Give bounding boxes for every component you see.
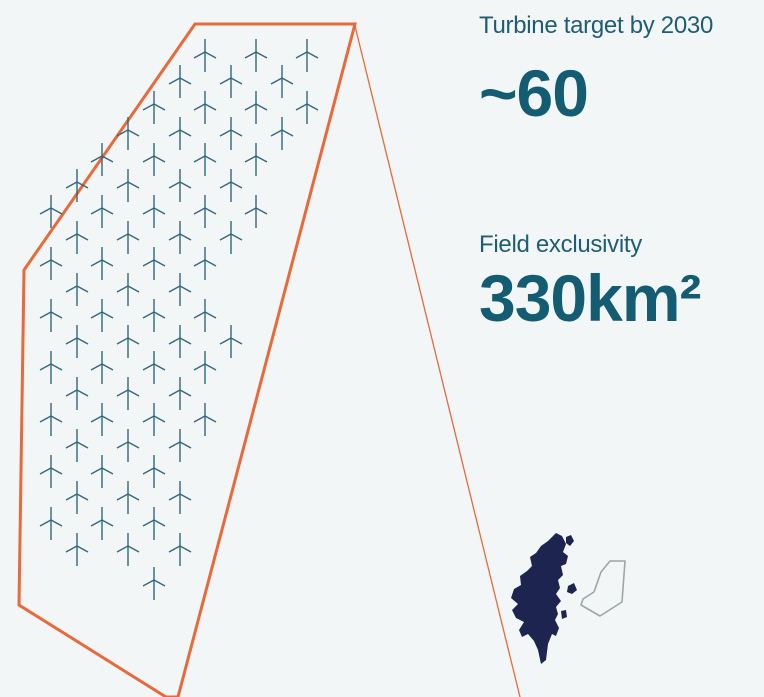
field-exclusivity-label: Field exclusivity [479,231,642,258]
wind-turbine-icon [219,220,243,255]
wind-turbine-icon [270,116,294,151]
wind-turbine-icon [168,168,192,203]
wind-turbine-icon [193,350,217,385]
wind-turbine-icon [116,168,140,203]
turbine-target-stat: Turbine target by 2030 ~60 [479,12,713,128]
field-exclusivity-value: 330km² [479,261,701,335]
wind-turbine-icon [90,454,114,489]
wind-turbine-icon [193,298,217,333]
wind-turbine-icon [65,272,89,307]
wind-turbine-icon [193,38,217,73]
wind-turbine-icon [295,90,319,125]
turbine-target-value: ~60 [479,56,589,130]
wind-turbine-icon [90,506,114,541]
wind-turbine-icon [244,194,268,229]
wind-turbine-icon [116,272,140,307]
wind-turbine-icon [65,428,89,463]
wind-turbine-icon [142,506,166,541]
wind-turbine-icon [244,38,268,73]
wind-turbine-icon [39,402,63,437]
wind-turbine-icon [193,194,217,229]
wind-turbine-icon [65,532,89,567]
wind-turbine-icon [39,454,63,489]
wind-turbine-icon [90,350,114,385]
wind-turbine-icon [142,402,166,437]
wind-turbine-icon [244,142,268,177]
wind-turbine-icon [168,428,192,463]
wind-turbine-icon [90,194,114,229]
wind-turbine-icon [168,324,192,359]
projection-line-top [354,25,521,697]
wind-turbine-icon [142,454,166,489]
wind-turbine-icon [193,402,217,437]
wind-turbine-icon [116,376,140,411]
field-exclusivity-stat: Field exclusivity 330km² [479,231,701,333]
island-fragment-north [566,535,574,546]
turbine-target-label: Turbine target by 2030 [479,12,713,39]
wind-turbine-icon [116,324,140,359]
wind-turbine-icon [168,480,192,515]
wind-turbine-icon [116,532,140,567]
wind-turbine-icon [270,64,294,99]
wind-turbine-icon [90,246,114,281]
wind-turbine-icon [193,246,217,281]
wind-turbine-icon [168,220,192,255]
shetland-island-icon [511,533,568,664]
wind-turbine-icon [65,480,89,515]
island-fragment-south [561,610,567,619]
wind-turbine-icon [116,116,140,151]
wind-turbine-icon [295,38,319,73]
wind-turbine-icon [65,220,89,255]
wind-turbine-icon [219,324,243,359]
wind-turbine-icon [244,90,268,125]
wind-turbine-icon [39,506,63,541]
wind-turbine-icon [168,116,192,151]
wind-turbine-icon [219,64,243,99]
field-outline-small [580,560,626,617]
island-fragment-east [567,583,577,594]
wind-turbine-icon [193,142,217,177]
wind-turbine-icon [39,298,63,333]
wind-turbine-icon [142,566,166,601]
field-outline [17,22,357,697]
wind-turbine-icon [39,194,63,229]
wind-turbine-icon [65,324,89,359]
wind-turbine-icon [65,376,89,411]
wind-turbine-icon [116,480,140,515]
wind-turbine-icon [142,142,166,177]
wind-turbine-icon [116,428,140,463]
wind-turbine-icon [142,298,166,333]
wind-turbine-icon [39,246,63,281]
wind-turbine-icon [193,90,217,125]
wind-turbine-icon [142,350,166,385]
wind-turbine-icon [90,298,114,333]
wind-turbine-icon [219,168,243,203]
wind-turbine-icon [142,194,166,229]
wind-turbine-icon [142,246,166,281]
wind-turbine-icon [90,402,114,437]
wind-turbine-icon [219,116,243,151]
wind-turbine-icon [39,350,63,385]
wind-turbine-icon [116,220,140,255]
wind-turbine-icon [168,64,192,99]
wind-turbine-icon [168,376,192,411]
wind-turbine-icon [168,532,192,567]
wind-turbine-icon [168,272,192,307]
wind-turbine-icon [65,168,89,203]
